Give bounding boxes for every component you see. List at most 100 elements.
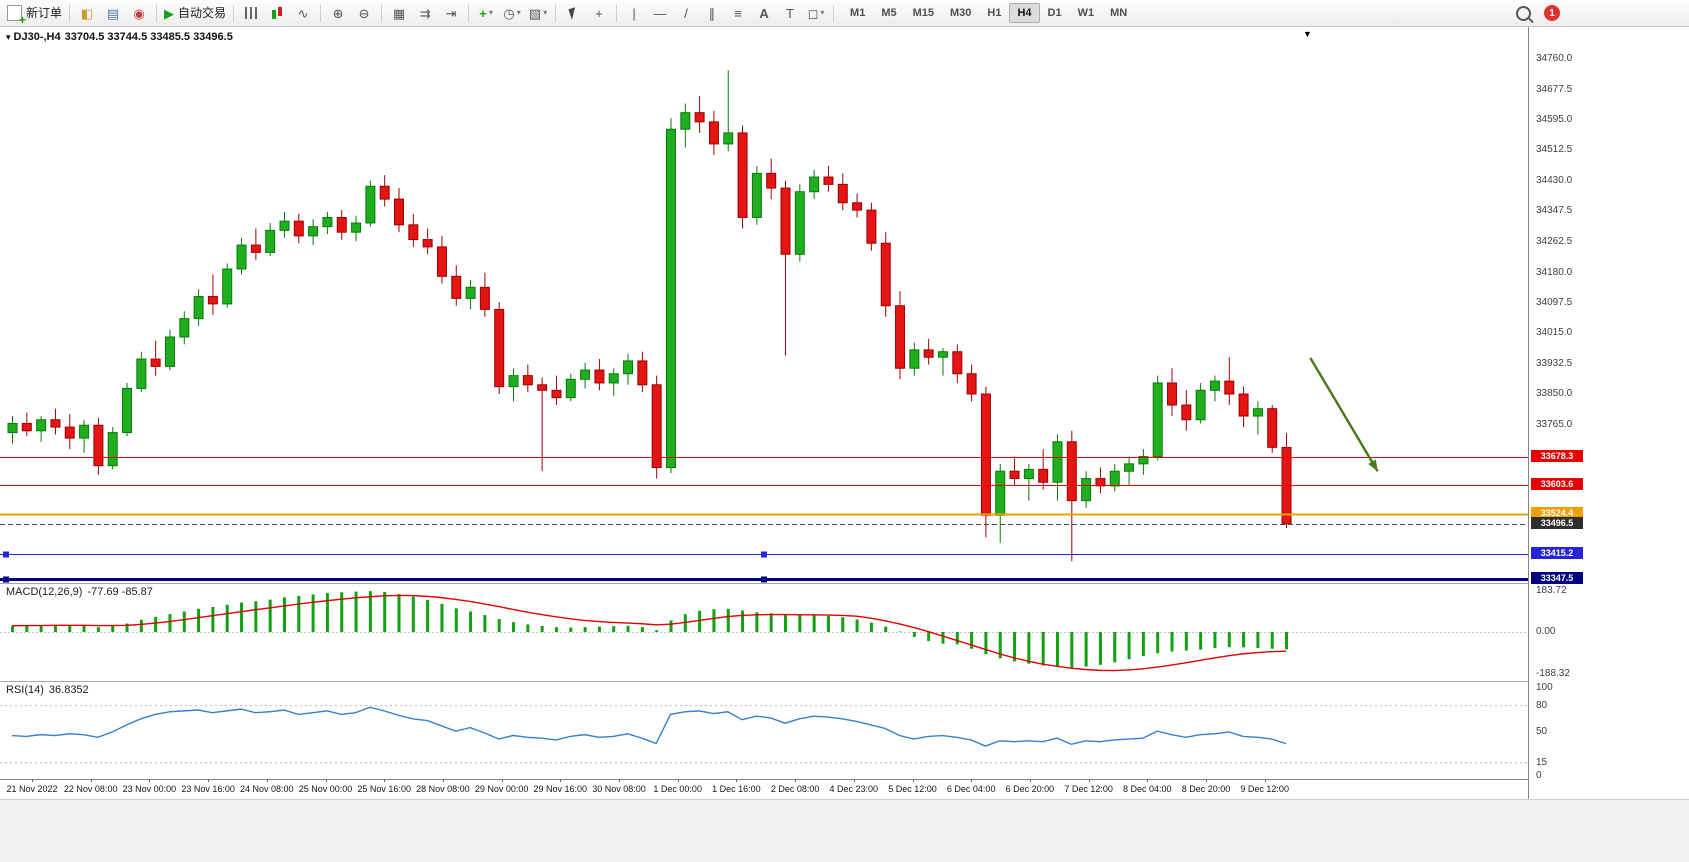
time-axis-tick: [1029, 779, 1031, 782]
new-order-icon: [7, 5, 26, 26]
candlestick-chart-button[interactable]: [264, 2, 290, 24]
trendline-button[interactable]: /: [673, 2, 699, 24]
search-button[interactable]: [1510, 2, 1536, 24]
vertical-line-icon: |: [632, 5, 636, 21]
notification-badge[interactable]: 1: [1544, 5, 1560, 21]
crosshair-button[interactable]: +: [586, 2, 612, 24]
timeframe-button-mn[interactable]: MN: [1110, 7, 1128, 19]
templates-button[interactable]: ▧ ▾: [525, 2, 551, 24]
price-axis-label: 34512.5: [1536, 144, 1573, 156]
time-axis-tick: [1088, 779, 1090, 782]
horizontal-line-icon: —: [653, 5, 667, 21]
market-watch-button[interactable]: ◉: [126, 2, 152, 24]
add-indicator-button[interactable]: + ▾: [473, 2, 499, 24]
fibonacci-button[interactable]: ≡: [725, 2, 751, 24]
timeframe-button-m30[interactable]: M30: [950, 7, 972, 19]
market-watch-icon: ◉: [133, 5, 145, 21]
profiles-button[interactable]: ▤: [100, 2, 126, 24]
price-level-badge: 33524.4: [1531, 506, 1583, 519]
timeframe-button-m15[interactable]: M15: [912, 7, 934, 19]
line-handle[interactable]: [761, 551, 767, 558]
text-button[interactable]: A: [751, 2, 777, 24]
price-axis-label: 34595.0: [1536, 114, 1573, 126]
time-axis-tick: [853, 779, 855, 782]
panel-separator[interactable]: [0, 583, 1689, 584]
timeframe-button-m5[interactable]: M5: [881, 7, 897, 19]
bar-chart-button[interactable]: [238, 2, 264, 24]
chart-menu-marker-icon: ▾: [6, 32, 11, 42]
trend-arrow[interactable]: [1309, 357, 1379, 472]
candle-body: [723, 132, 734, 145]
time-axis-tick: [208, 779, 210, 782]
toolbar: 新订单 ◧ ▤ ◉ ▶ 自动交易 ∿ ⊕ ⊖ ▦ ⇉ ⇥ +▾ ◷▾ ▧▾ + …: [0, 0, 1689, 27]
price-chart-panel[interactable]: ▾ DJ30-,H4 33704.5 33744.5 33485.5 33496.5…: [0, 27, 1528, 583]
horizontal-line-button[interactable]: —: [647, 2, 673, 24]
channel-button[interactable]: ∥: [699, 2, 725, 24]
timeframe-button-h4[interactable]: H4: [1009, 3, 1040, 23]
timeframe-button-d1[interactable]: D1: [1047, 7, 1062, 19]
candle-body: [937, 351, 948, 358]
candle-body: [623, 360, 634, 375]
auto-scroll-icon: ⇉: [419, 5, 431, 21]
line-chart-button[interactable]: ∿: [290, 2, 316, 24]
price-chart-canvas[interactable]: [0, 27, 1528, 583]
rsi-name: RSI(14): [6, 684, 44, 696]
candle-body: [422, 239, 433, 248]
macd-canvas[interactable]: [0, 583, 1528, 681]
candlestick-chart-icon: [270, 6, 284, 20]
time-axis-label: 4 Dec 23:00: [829, 784, 879, 794]
timeframe-button-h1[interactable]: H1: [987, 7, 1002, 19]
candle-body: [580, 369, 591, 380]
zoom-out-button[interactable]: ⊖: [351, 2, 377, 24]
time-axis-label: 1 Dec 00:00: [653, 784, 702, 794]
timeframe-button-m1[interactable]: M1: [850, 7, 866, 19]
time-axis-tick: [442, 779, 444, 782]
autotrade-button[interactable]: ▶ 自动交易: [161, 2, 229, 24]
price-axis-label: 33765.0: [1536, 419, 1573, 431]
add-indicator-icon: +: [479, 5, 487, 21]
time-axis-label: 23 Nov 00:00: [122, 784, 177, 794]
candle-body: [1267, 408, 1278, 448]
macd-name: MACD(12,26,9): [6, 586, 83, 598]
time-axis[interactable]: 21 Nov 2022 22 Nov 08:00 23 Nov 00:00 23 No…: [0, 779, 1528, 799]
chart-shift-button[interactable]: ⇥: [438, 2, 464, 24]
candle-body: [995, 470, 1006, 516]
vertical-line-button[interactable]: |: [621, 2, 647, 24]
candle-body: [1224, 380, 1235, 395]
zoom-in-button[interactable]: ⊕: [325, 2, 351, 24]
candle-body: [50, 419, 61, 428]
candle-body: [1052, 441, 1063, 483]
scroll-to-end-icon[interactable]: ▼: [1303, 29, 1312, 39]
rsi-scale-label: 50: [1536, 726, 1548, 737]
shapes-button[interactable]: ◻ ▾: [803, 2, 829, 24]
line-handle[interactable]: [3, 576, 9, 583]
candle-body: [136, 358, 147, 389]
label-button[interactable]: T: [777, 2, 803, 24]
line-handle[interactable]: [3, 551, 9, 558]
new-order-button[interactable]: 新订单: [4, 2, 65, 26]
rsi-canvas[interactable]: [0, 681, 1528, 779]
chart-ohlc-header: ▾ DJ30-,H4 33704.5 33744.5 33485.5 33496.5: [6, 31, 237, 43]
candle-body: [923, 349, 934, 358]
indicator-list-button[interactable]: ◧: [74, 2, 100, 24]
price-level-badge: 33603.6: [1531, 477, 1583, 490]
line-handle[interactable]: [761, 576, 767, 583]
candle-body: [522, 375, 533, 386]
candle-body: [1081, 478, 1092, 502]
candle-body: [608, 373, 619, 384]
periods-button[interactable]: ◷ ▾: [499, 2, 525, 24]
macd-panel[interactable]: MACD(12,26,9) -77.69 -85.87: [0, 583, 1528, 681]
timeframe-button-w1[interactable]: W1: [1077, 7, 1095, 19]
cursor-button[interactable]: [560, 2, 586, 24]
toolbar-separator: [616, 4, 618, 22]
price-axis[interactable]: 34760.0 34677.5 34595.0 34512.5 34430.0 34347…: [1528, 27, 1689, 799]
rsi-panel[interactable]: RSI(14) 36.8352: [0, 681, 1528, 779]
time-axis-tick: [971, 779, 973, 782]
candle-body: [766, 172, 777, 189]
tile-windows-button[interactable]: ▦: [386, 2, 412, 24]
price-axis-label: 34677.5: [1536, 83, 1573, 95]
toolbar-separator: [833, 4, 835, 22]
auto-scroll-button[interactable]: ⇉: [412, 2, 438, 24]
panel-separator[interactable]: [0, 681, 1689, 682]
